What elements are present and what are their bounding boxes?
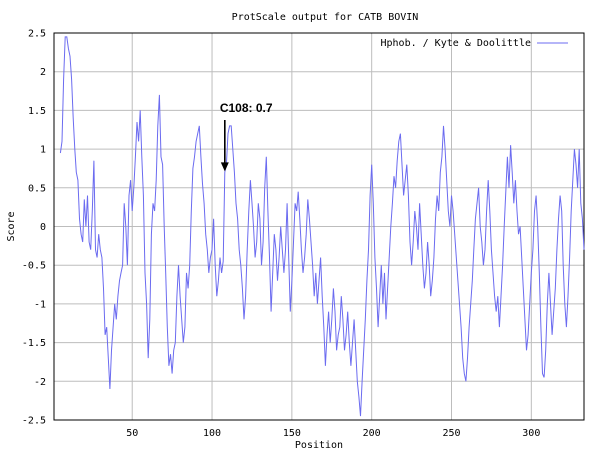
x-tick-labels: 50 100 150 200 250 300 (126, 428, 540, 439)
y-tick-label: 1.5 (28, 106, 46, 117)
y-tick-label: 2 (40, 67, 46, 78)
y-tick-label: -1 (34, 299, 46, 310)
x-axis-label: Position (295, 440, 343, 451)
y-tick-label: -0.5 (22, 261, 46, 272)
y-axis-label: Score (6, 211, 17, 241)
y-tick-label: 0.5 (28, 183, 46, 194)
legend: Hphob. / Kyte & Doolittle (380, 38, 568, 49)
y-tick-label: -2.5 (22, 416, 46, 427)
x-tick-label: 300 (522, 428, 540, 439)
y-tick-labels: -2.5 -2 -1.5 -1 -0.5 0 0.5 1 1.5 2 2.5 (22, 29, 46, 427)
y-tick-label: 2.5 (28, 29, 46, 40)
y-tick-label: -2 (34, 377, 46, 388)
y-tick-label: 0 (40, 222, 46, 233)
x-tick-label: 250 (442, 428, 460, 439)
x-tick-label: 50 (126, 428, 138, 439)
x-tick-label: 150 (283, 428, 301, 439)
annotation-arrow-head (220, 162, 229, 172)
x-tick-label: 100 (203, 428, 221, 439)
annotation-c108: C108: 0.7 (220, 101, 273, 172)
annotation-label: C108: 0.7 (220, 101, 273, 115)
x-tick-label: 200 (363, 428, 381, 439)
legend-label: Hphob. / Kyte & Doolittle (380, 38, 531, 49)
chart-title: ProtScale output for CATB BOVIN (232, 12, 419, 23)
plot-frame (53, 32, 585, 421)
y-tick-label: 1 (40, 145, 46, 156)
hydrophobicity-series-line (59, 36, 585, 417)
grid-lines (54, 33, 584, 420)
y-tick-label: -1.5 (22, 338, 46, 349)
